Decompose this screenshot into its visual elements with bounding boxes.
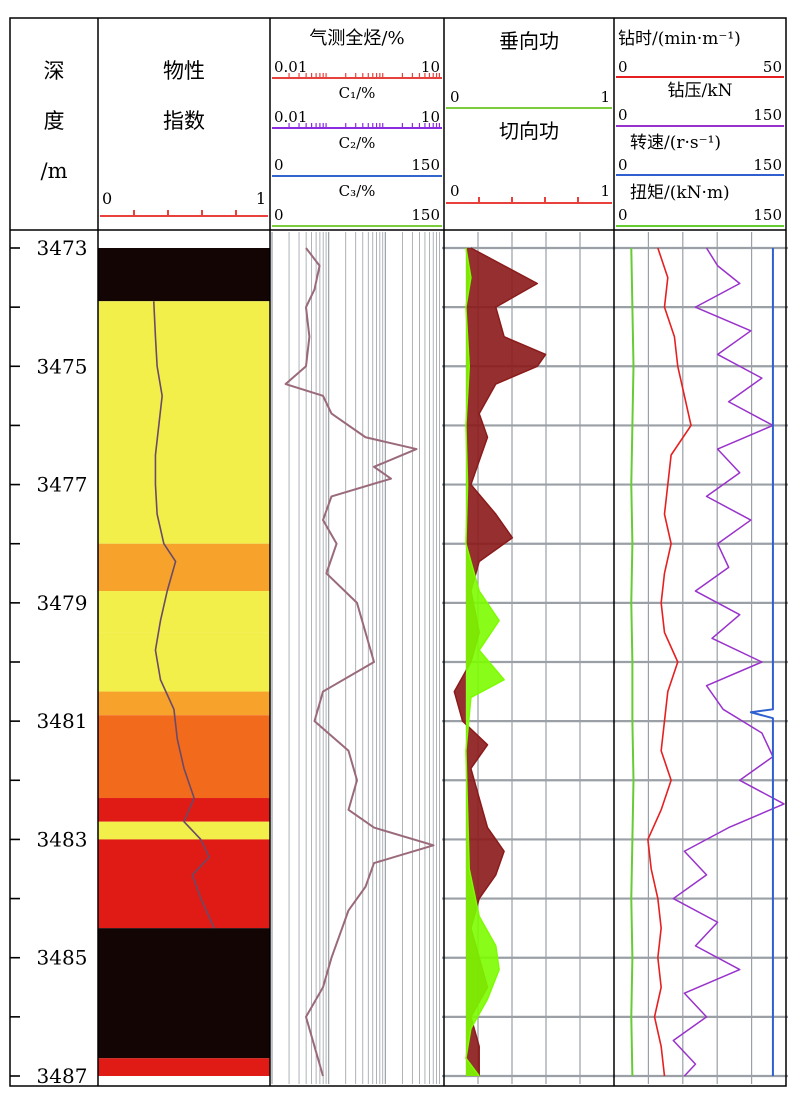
depth-tick-label: 3483: [37, 827, 88, 851]
depth-header: 深 度 /m: [41, 59, 68, 183]
series-fill-3: [465, 248, 505, 1076]
drill-time-scale-max: 50: [763, 58, 782, 76]
torque-scale-min: 0: [618, 206, 628, 224]
drilling-track-grid: [612, 232, 788, 1084]
wob-scale-max: 150: [753, 106, 782, 124]
series-3: [465, 247, 505, 1077]
series-7: [630, 247, 635, 1077]
property-band-6: [98, 715, 270, 799]
property-band-5: [98, 691, 270, 716]
tangential-work-label: 切向功: [499, 119, 559, 143]
property-band-8: [98, 821, 270, 840]
property-band-11: [98, 1058, 270, 1076]
depth-header-line2: 度: [44, 109, 65, 133]
gas-c1-scale-min: 0.01: [274, 108, 307, 126]
gas-total-label: 气测全烃/%: [309, 28, 404, 49]
wob-label: 钻压/kN: [668, 81, 733, 101]
gas-total-scale-max: 10: [421, 58, 440, 76]
gas-c3-scale-min: 0: [274, 206, 284, 224]
property-band-3: [98, 591, 270, 633]
property-header-line1: 物性: [163, 59, 205, 83]
series-line-1: [284, 247, 435, 1077]
vertical-work-scale-max: 1: [600, 88, 610, 106]
torque-scale-max: 150: [753, 206, 782, 224]
property-scale-ticks: [133, 210, 237, 216]
gas-c1-scale-max: 10: [421, 108, 440, 126]
property-band-7: [98, 798, 270, 822]
property-header-line2: 指数: [163, 109, 205, 133]
series-5: [672, 247, 785, 1077]
property-band-10: [98, 928, 270, 1059]
property-band-0: [98, 248, 270, 302]
property-band-9: [98, 839, 270, 929]
property-index-colormap: [98, 248, 270, 1076]
chart-frame: [9, 17, 787, 1087]
series-6: [749, 247, 774, 1077]
wob-scale-min: 0: [618, 106, 628, 124]
gas-c2-label: C₂/%: [339, 134, 376, 152]
depth-tick-label: 3479: [37, 591, 88, 615]
gas-c3-scale-max: 150: [411, 206, 440, 224]
drilling-header: 钻时/(min·m⁻¹) 0 50 钻压/kN 0 150 转速/(r·s⁻¹)…: [616, 29, 784, 227]
property-band-4: [98, 632, 270, 692]
gas-c1-label: C₁/%: [339, 84, 376, 102]
gas-header: 气测全烃/% 0.01 10 C₁/% 0.01 10 C₂/% 0 150 C…: [272, 28, 442, 227]
depth-tick-label: 3481: [37, 709, 88, 733]
series-1: [284, 247, 435, 1077]
tangential-work-scale-min: 0: [450, 182, 460, 200]
depth-header-line1: 深: [44, 59, 65, 83]
series-line-3: [465, 247, 505, 1077]
depth-tick-label: 3477: [37, 473, 88, 497]
tangential-work-scale-max: 1: [600, 182, 610, 200]
depth-tick-label: 3487: [37, 1064, 88, 1088]
property-scale-min: 0: [102, 189, 112, 208]
depth-axis: 3473 3475 3477 3479 3481 3483 3485 3487: [10, 236, 87, 1088]
drill-time-label: 钻时/(min·m⁻¹): [618, 29, 741, 49]
vertical-work-scale-min: 0: [450, 88, 460, 106]
rpm-label: 转速/(r·s⁻¹): [630, 133, 721, 153]
property-header: 物性 指数 0 1: [100, 59, 268, 217]
series-4: [647, 247, 692, 1077]
gas-c3-label: C₃/%: [339, 182, 376, 200]
gas-c2-scale-max: 150: [411, 156, 440, 174]
depth-tick-label: 3475: [37, 354, 88, 378]
rpm-scale-max: 150: [753, 156, 782, 174]
gas-total-scale-min: 0.01: [274, 58, 307, 76]
rpm-scale-min: 0: [618, 156, 628, 174]
series-fill-2: [454, 248, 546, 1076]
drill-time-scale-min: 0: [618, 58, 628, 76]
log-curves: [152, 247, 785, 1077]
series-0: [152, 301, 215, 929]
series-line-0: [152, 301, 215, 929]
tangential-work-scale-ticks: [478, 197, 579, 203]
property-scale-max: 1: [256, 189, 266, 208]
vertical-work-label: 垂向功: [499, 29, 559, 53]
torque-label: 扭矩/(kN·m): [630, 183, 730, 203]
gas-track-grid: [270, 230, 444, 1086]
depth-tick-label: 3473: [37, 236, 88, 260]
gas-log-scale-ticks: [288, 73, 441, 128]
property-band-2: [98, 543, 270, 592]
depth-header-line3: /m: [41, 159, 68, 183]
depth-tick-label: 3485: [37, 946, 88, 970]
work-header: 垂向功 0 1 切向功 0 1: [446, 29, 612, 204]
gas-c2-scale-min: 0: [274, 156, 284, 174]
property-band-1: [98, 301, 270, 544]
